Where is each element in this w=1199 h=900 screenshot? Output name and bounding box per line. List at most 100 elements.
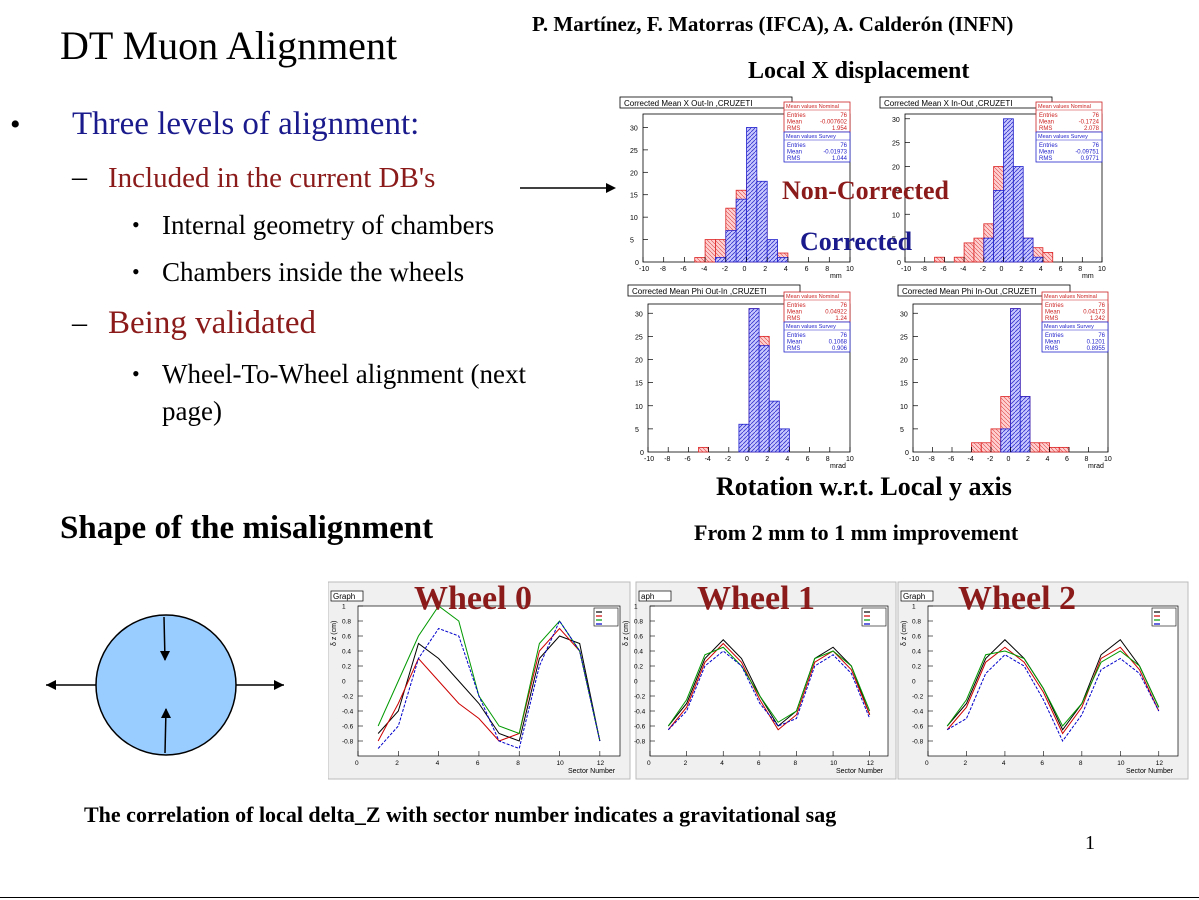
y-tick-label: 15 bbox=[635, 381, 643, 388]
y-axis-label: δ z (cm) bbox=[623, 621, 630, 646]
x-tick-label: -8 bbox=[664, 456, 670, 463]
wheel-graph-0: Graph-0.8-0.6-0.4-0.200.20.40.60.810 2 4 6 8… bbox=[328, 581, 631, 780]
y-tick-label: 20 bbox=[900, 358, 908, 365]
stats-value: 0.04173 bbox=[1083, 310, 1105, 316]
stats-key: Mean bbox=[787, 340, 802, 346]
y-tick-label: 30 bbox=[900, 311, 908, 318]
histogram-bar-survey bbox=[758, 345, 770, 453]
stats-value: -0.007602 bbox=[820, 120, 848, 126]
x-tick-label: 8 bbox=[1078, 266, 1082, 273]
y-tick-label: 25 bbox=[635, 334, 643, 341]
x-tick-label: 4 bbox=[784, 266, 788, 273]
y-tick-label: 0.6 bbox=[342, 634, 351, 641]
stats-key: RMS bbox=[787, 346, 800, 352]
histogram-2: Corrected Mean X In-Out ,CRUZETI51015202… bbox=[879, 96, 1106, 280]
y-tick-label: 30 bbox=[630, 125, 638, 132]
histogram-bar-survey bbox=[1003, 118, 1014, 263]
stats-key: RMS bbox=[1045, 346, 1058, 352]
stats-label: Mean values Survey bbox=[786, 134, 836, 140]
stats-key: RMS bbox=[1039, 156, 1052, 162]
histogram-bar-survey bbox=[766, 239, 778, 263]
y-tick-label: 30 bbox=[635, 311, 643, 318]
y-tick-label: 25 bbox=[900, 334, 908, 341]
y-tick-label: 15 bbox=[892, 188, 900, 195]
y-tick-label: 1 bbox=[342, 604, 346, 611]
histogram-bar-survey bbox=[1010, 308, 1021, 453]
stats-value: -0.09751 bbox=[1075, 150, 1099, 156]
x-tick-label: 8 bbox=[1085, 456, 1089, 463]
x-unit: mm bbox=[830, 273, 842, 280]
x-tick-label: 10 bbox=[557, 760, 565, 767]
stats-box-survey: Mean values Survey Entries 76 Mean 0.1068 RMS… bbox=[783, 321, 851, 353]
y-tick-label: 5 bbox=[892, 236, 896, 243]
stats-key: Entries bbox=[1045, 333, 1064, 339]
rotation-title: Rotation w.r.t. Local y axis bbox=[716, 472, 1012, 501]
stats-key: Entries bbox=[1039, 143, 1058, 149]
histogram-3: Corrected Mean Phi Out-In ,CRUZETI 5 10 15 2… bbox=[627, 284, 854, 470]
x-tick-label: 6 bbox=[806, 456, 810, 463]
bullet-main: Three levels of alignment: bbox=[72, 106, 420, 142]
stats-label: Mean values Survey bbox=[786, 324, 836, 330]
y-tick-label: -0.8 bbox=[342, 739, 354, 746]
histogram-bar-nominal bbox=[1039, 442, 1050, 453]
stats-box-nominal: Mean values Nominal Entries 76 Mean -0.1724 R… bbox=[1035, 101, 1103, 133]
x-tick-label: 10 bbox=[1098, 266, 1106, 273]
y-tick-label: 0 bbox=[897, 260, 901, 267]
graph-tag-box bbox=[330, 590, 364, 602]
histogram-bar-nominal bbox=[694, 257, 706, 263]
y-tick-label: 0.4 bbox=[634, 649, 643, 656]
x-tick-label: 10 bbox=[846, 456, 854, 463]
x-tick-label: -4 bbox=[960, 266, 966, 273]
histogram-bar-survey bbox=[993, 189, 1004, 263]
histogram-bar-survey bbox=[1000, 428, 1011, 453]
x-tick-label: 6 bbox=[757, 760, 761, 767]
histogram-bar-nominal bbox=[953, 256, 965, 263]
stats-key: Entries bbox=[787, 113, 806, 119]
stats-key: Mean bbox=[1045, 340, 1060, 346]
stats-label: Mean values Nominal bbox=[1044, 294, 1097, 300]
stats-key: Entries bbox=[1039, 113, 1058, 119]
x-unit: mm bbox=[1082, 273, 1094, 280]
x-tick-label: 2 bbox=[765, 456, 769, 463]
x-tick-label: 6 bbox=[1065, 456, 1069, 463]
histogram-title: Corrected Mean Phi In-Out ,CRUZETI bbox=[902, 287, 1037, 296]
x-tick-label: 6 bbox=[1040, 760, 1044, 767]
sub-bullet-validated: Being validated bbox=[108, 305, 317, 341]
stats-value: 0.906 bbox=[832, 346, 848, 352]
histogram-bar-survey bbox=[748, 308, 760, 453]
stats-value: 1.954 bbox=[832, 126, 848, 132]
histogram-bar-survey bbox=[983, 237, 995, 263]
stats-key: Mean bbox=[787, 150, 802, 156]
x-tick-label: -4 bbox=[705, 456, 711, 463]
item-wheel-to-wheel: Wheel-To-Wheel alignment (next bbox=[162, 359, 526, 389]
y-tick-label: 10 bbox=[892, 212, 900, 219]
x-tick-label: -10 bbox=[639, 266, 649, 273]
dot-marker-1: • bbox=[132, 212, 140, 237]
graph-tag: Graph bbox=[903, 592, 925, 601]
series-line-blue bbox=[377, 619, 601, 750]
y-axis-label: δ z (cm) bbox=[331, 621, 338, 646]
y-tick-label: 0 bbox=[905, 450, 909, 457]
caption: The correlation of local delta_Z with se… bbox=[84, 802, 837, 827]
x-tick-label: -10 bbox=[901, 266, 911, 273]
stats-value: 1.242 bbox=[1090, 316, 1106, 322]
stats-box-survey: Mean values Survey Entries 76 Mean -0.09751 R… bbox=[1035, 131, 1103, 163]
x-tick-label: 8 bbox=[793, 760, 797, 767]
y-tick-label: 0.6 bbox=[912, 634, 921, 641]
histogram-bar-survey bbox=[1032, 256, 1044, 263]
x-tick-label: 4 bbox=[436, 760, 440, 767]
histogram-1: Corrected Mean X Out-In ,CRUZETI51015202… bbox=[619, 96, 854, 280]
stats-box-nominal: Mean values Nominal Entries 76 Mean 0.04173 R… bbox=[1041, 291, 1109, 323]
histogram-bar-nominal bbox=[963, 242, 975, 263]
graph-frame bbox=[927, 605, 1179, 757]
y-tick-label: 10 bbox=[900, 404, 908, 411]
wheel-2-label: Wheel 2 bbox=[958, 580, 1077, 617]
histogram-bar-nominal bbox=[980, 442, 992, 453]
histogram-bar-nominal bbox=[990, 428, 1002, 453]
x-axis-label: Sector Number bbox=[1126, 768, 1174, 775]
series-line-black bbox=[667, 639, 871, 727]
series-line-green bbox=[946, 650, 1160, 727]
y-tick-label: 0.4 bbox=[342, 649, 351, 656]
item-wheel-to-wheel-cont: page) bbox=[162, 396, 222, 426]
stats-box-nominal: Mean values Nominal Entries 76 Mean -0.00760… bbox=[783, 101, 851, 133]
